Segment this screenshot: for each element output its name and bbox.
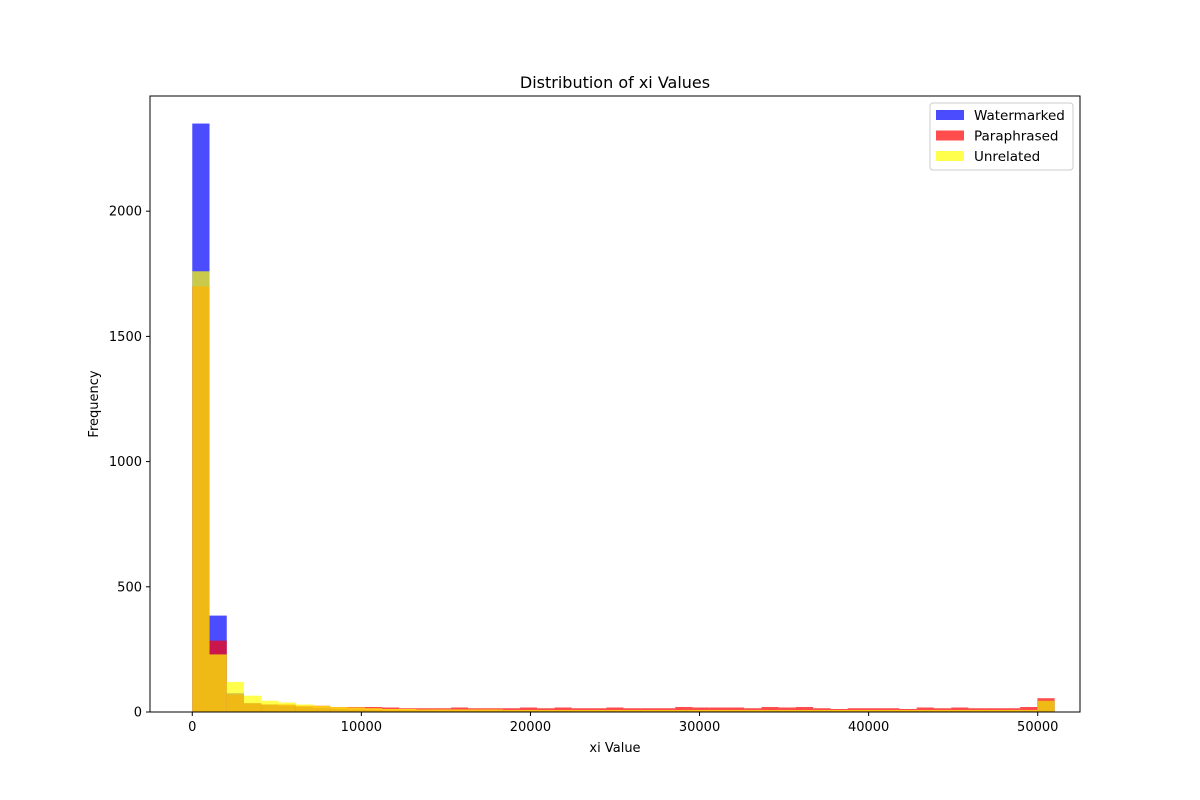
bar-unrelated-31 xyxy=(726,709,745,712)
y-tick-label: 1500 xyxy=(109,330,142,345)
y-axis-label: Frequency xyxy=(87,370,102,437)
bar-paraphrased-35 xyxy=(795,706,814,712)
plot-frame xyxy=(149,95,1081,713)
bar-unrelated-27 xyxy=(657,709,676,712)
bar-paraphrased-31 xyxy=(726,707,745,712)
bar-unrelated-17 xyxy=(485,709,503,712)
bar-unrelated-42 xyxy=(916,709,934,712)
bar-unrelated-14 xyxy=(433,709,451,712)
bar-unrelated-45 xyxy=(968,709,986,712)
bar-paraphrased-48 xyxy=(1020,706,1038,712)
bar-unrelated-12 xyxy=(399,708,417,712)
legend-swatch-unrelated xyxy=(936,151,964,161)
bar-unrelated-41 xyxy=(899,709,917,712)
bar-unrelated-7 xyxy=(313,705,331,712)
legend-label-paraphrased: Paraphrased xyxy=(974,129,1059,145)
bar-unrelated-28 xyxy=(675,709,693,712)
bar-unrelated-46 xyxy=(985,709,1003,712)
bar-unrelated-48 xyxy=(1020,709,1038,712)
legend-swatch-paraphrased xyxy=(936,130,964,141)
bar-paraphrased-34 xyxy=(778,707,796,712)
bar-unrelated-44 xyxy=(951,709,969,712)
bar-paraphrased-19 xyxy=(519,707,538,712)
bar-unrelated-39 xyxy=(864,709,883,712)
bar-unrelated-34 xyxy=(778,709,796,712)
bar-paraphrased-33 xyxy=(761,706,779,712)
y-axis-ticks: 0 500 1000 1500 2000 xyxy=(109,205,150,721)
bar-unrelated-19 xyxy=(519,709,538,712)
bar-unrelated-26 xyxy=(640,709,658,712)
bar-unrelated-5 xyxy=(278,702,296,712)
bar-unrelated-11 xyxy=(381,708,400,712)
x-tick-label: 50000 xyxy=(1017,720,1058,735)
x-tick-label: 20000 xyxy=(510,720,551,735)
bar-unrelated-37 xyxy=(830,709,848,712)
x-axis-ticks: 0 10000 20000 30000 40000 50000 xyxy=(188,712,1058,735)
x-axis-label: xi Value xyxy=(589,741,640,756)
bar-unrelated-10 xyxy=(364,708,382,712)
x-tick-label: 30000 xyxy=(679,720,720,735)
bar-paraphrased-30 xyxy=(709,707,727,712)
bar-unrelated-3 xyxy=(244,695,262,712)
bar-unrelated-1 xyxy=(209,654,227,712)
bar-unrelated-23 xyxy=(588,709,607,712)
bar-unrelated-38 xyxy=(847,709,865,712)
bar-unrelated-0 xyxy=(192,271,210,712)
y-tick-label: 500 xyxy=(117,580,142,595)
x-tick-label: 0 xyxy=(188,720,196,735)
bar-unrelated-8 xyxy=(330,706,348,712)
bar-paraphrased-29 xyxy=(692,707,710,712)
bar-unrelated-6 xyxy=(295,704,314,712)
bar-unrelated-25 xyxy=(623,709,641,712)
bar-unrelated-15 xyxy=(450,709,469,712)
bar-unrelated-22 xyxy=(571,709,589,712)
bar-unrelated-29 xyxy=(692,709,710,712)
legend-swatch-watermarked xyxy=(936,110,964,120)
y-tick-label: 2000 xyxy=(109,205,142,220)
bar-unrelated-43 xyxy=(933,709,952,712)
bar-paraphrased-21 xyxy=(554,707,572,712)
bar-unrelated-32 xyxy=(744,709,762,712)
bar-unrelated-21 xyxy=(554,709,572,712)
bar-paraphrased-42 xyxy=(916,707,934,712)
legend: Watermarked Paraphrased Unrelated xyxy=(929,102,1074,171)
bar-unrelated-49 xyxy=(1037,700,1055,712)
bar-unrelated-35 xyxy=(795,709,814,712)
bar-unrelated-2 xyxy=(226,681,245,712)
bar-unrelated-4 xyxy=(261,700,279,712)
bar-unrelated-47 xyxy=(1002,709,1021,712)
legend-label-unrelated: Unrelated xyxy=(974,149,1040,165)
y-tick-label: 1000 xyxy=(109,455,142,470)
bar-unrelated-9 xyxy=(347,707,365,712)
bar-unrelated-24 xyxy=(606,709,624,712)
chart-title: Distribution of xi Values xyxy=(520,73,710,92)
bar-unrelated-40 xyxy=(882,709,900,712)
bar-unrelated-18 xyxy=(502,709,520,712)
bars-group xyxy=(192,123,1055,712)
bar-unrelated-13 xyxy=(416,709,434,712)
bar-paraphrased-24 xyxy=(606,707,624,712)
bar-unrelated-16 xyxy=(468,709,486,712)
legend-box xyxy=(929,102,1074,171)
x-tick-label: 40000 xyxy=(848,720,889,735)
bar-unrelated-33 xyxy=(761,709,779,712)
bar-unrelated-36 xyxy=(813,709,831,712)
bar-paraphrased-44 xyxy=(951,707,969,712)
x-tick-label: 10000 xyxy=(341,720,382,735)
bar-unrelated-20 xyxy=(537,709,555,712)
bar-paraphrased-28 xyxy=(675,706,693,712)
bar-unrelated-30 xyxy=(709,709,727,712)
y-tick-label: 0 xyxy=(134,706,142,721)
legend-label-watermarked: Watermarked xyxy=(974,108,1065,124)
